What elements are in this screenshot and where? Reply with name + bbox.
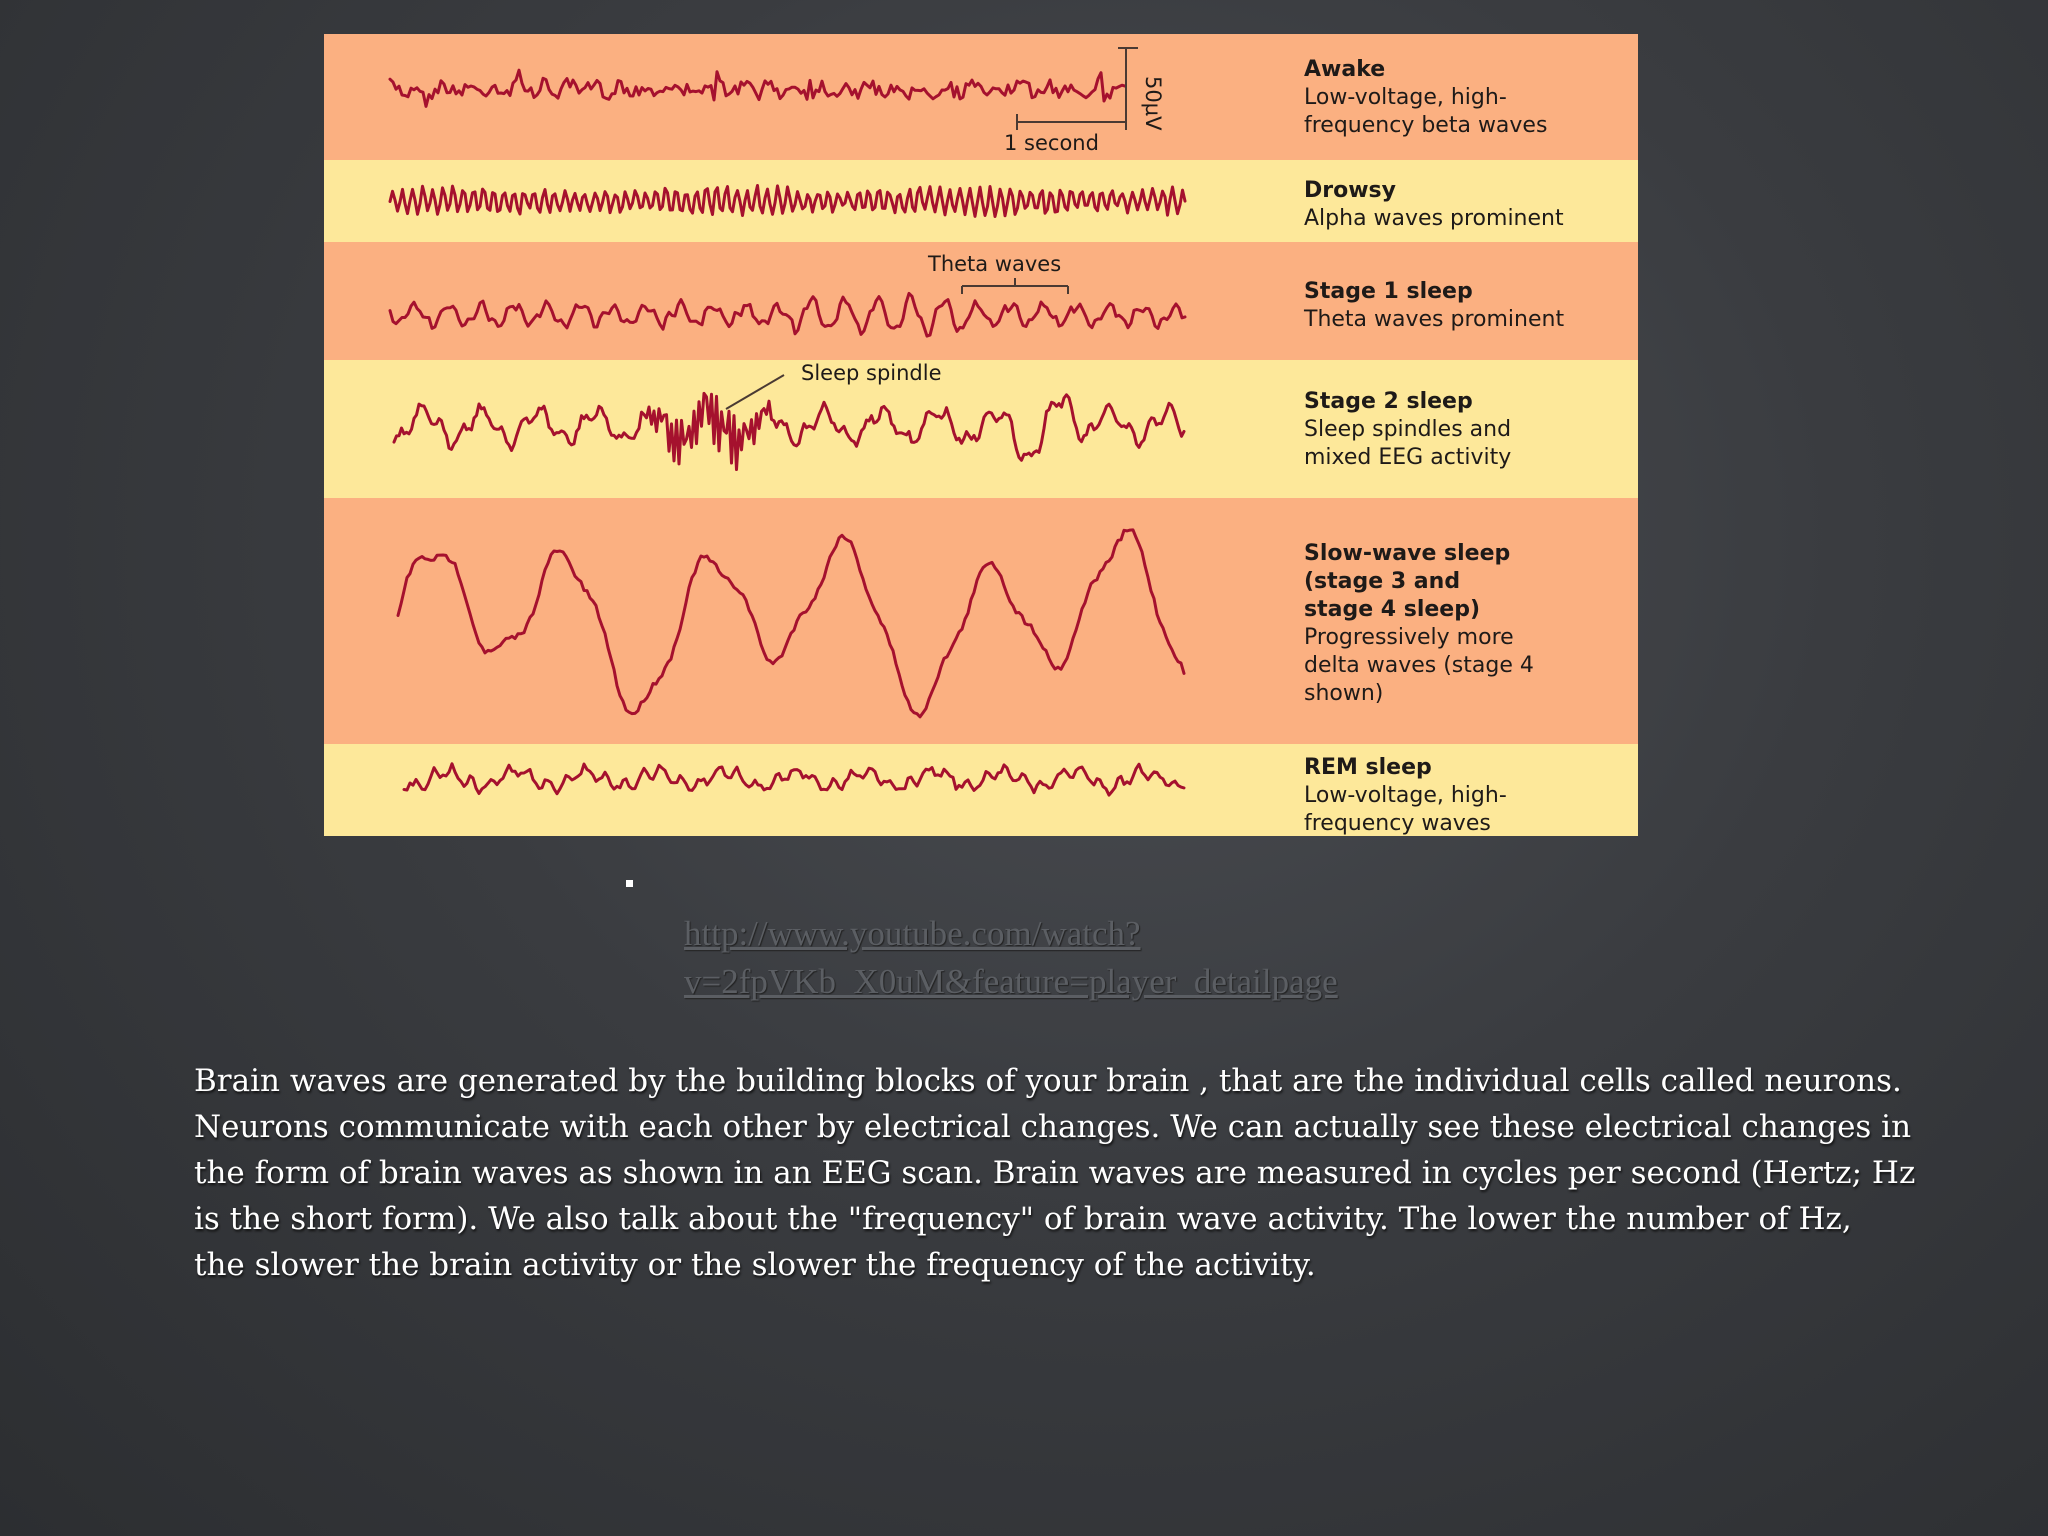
trace-drowsy <box>388 184 1187 218</box>
youtube-link-line-2[interactable]: v=2fpVKb_X0uM&feature=player_detailpage <box>684 962 1338 1001</box>
band-slow-wave <box>324 498 1638 744</box>
label-stage2-desc-2: mixed EEG activity <box>1304 445 1511 470</box>
label-awake-title: Awake <box>1304 57 1385 82</box>
band-rem <box>324 744 1638 836</box>
band-awake <box>324 34 1638 160</box>
sleep-spindle-pointer <box>725 374 785 410</box>
label-slow-wave-title-2: (stage 3 and <box>1304 569 1460 594</box>
label-slow-wave-title-1: Slow-wave sleep <box>1304 541 1510 566</box>
body-line-1: Brain waves are generated by the buildin… <box>194 1063 1902 1099</box>
label-awake-desc-2: frequency beta waves <box>1304 113 1547 138</box>
eeg-diagram: 1 second 50µV Theta waves Sleep spindle … <box>324 34 1638 836</box>
label-stage2-title: Stage 2 sleep <box>1304 389 1473 414</box>
scale-voltage-label: 50µV <box>1141 76 1165 131</box>
eeg-sleep-stages-figure: 1 second 50µV Theta waves Sleep spindle … <box>324 34 1638 836</box>
sleep-spindle-label: Sleep spindle <box>801 361 942 385</box>
label-drowsy-desc: Alpha waves prominent <box>1304 206 1564 231</box>
label-slow-wave-desc-2: delta waves (stage 4 <box>1304 653 1534 678</box>
trace-rem <box>402 762 1186 797</box>
label-drowsy-title: Drowsy <box>1304 178 1396 203</box>
theta-bracket <box>961 278 1069 294</box>
label-slow-wave-title-3: stage 4 sleep) <box>1304 597 1480 622</box>
youtube-link[interactable]: http://www.youtube.com/watch? v=2fpVKb_X… <box>684 910 1444 1006</box>
trace-stage1 <box>388 291 1187 338</box>
label-slow-wave-desc-1: Progressively more <box>1304 625 1514 650</box>
trace-awake <box>388 68 1127 108</box>
body-line-3: the form of brain waves as shown in an E… <box>194 1155 1916 1191</box>
scale-bar <box>1016 47 1138 130</box>
body-line-2: Neurons communicate with each other by e… <box>194 1109 1912 1145</box>
label-slow-wave-desc-3: shown) <box>1304 681 1383 706</box>
body-line-5: the slower the brain activity or the slo… <box>194 1247 1316 1283</box>
label-stage1-desc: Theta waves prominent <box>1303 307 1564 332</box>
bullet-marker <box>626 880 633 887</box>
label-awake-desc-1: Low-voltage, high- <box>1304 85 1507 110</box>
trace-stage2 <box>392 391 1186 471</box>
body-paragraph: Brain waves are generated by the buildin… <box>194 1058 1916 1288</box>
label-rem-desc-1: Low-voltage, high- <box>1304 783 1507 808</box>
youtube-link-line-1[interactable]: http://www.youtube.com/watch? <box>684 914 1141 953</box>
band-stage1 <box>324 242 1638 360</box>
label-rem-desc-2: frequency waves <box>1304 811 1491 836</box>
label-stage2-desc-1: Sleep spindles and <box>1304 417 1511 442</box>
scale-time-label: 1 second <box>1004 131 1099 155</box>
label-stage1-title: Stage 1 sleep <box>1304 279 1473 304</box>
trace-slow-wave <box>396 528 1186 719</box>
body-line-4: is the short form). We also talk about t… <box>194 1201 1852 1237</box>
theta-waves-label: Theta waves <box>927 252 1061 276</box>
label-rem-title: REM sleep <box>1304 755 1432 780</box>
